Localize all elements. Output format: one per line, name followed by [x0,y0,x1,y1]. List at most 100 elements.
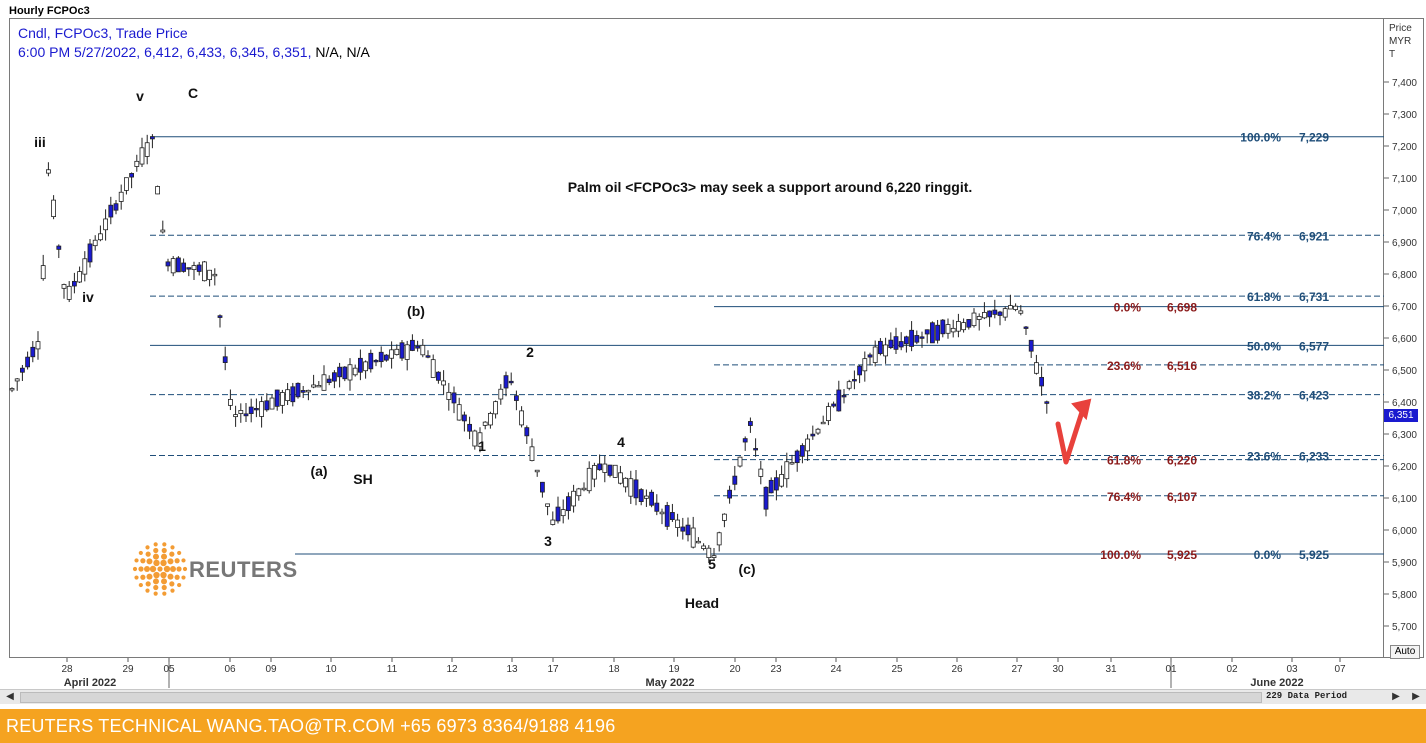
candle-body [690,527,696,548]
candle-body [820,421,826,425]
candle-body [716,532,722,546]
candle-body [253,407,259,411]
scroll-end-icon[interactable]: ▶ [1412,691,1420,702]
logo-dot [149,565,157,573]
candle-body [357,357,363,373]
candle-body [862,358,868,372]
candle-body [441,380,447,386]
fib-value-label: 6,698 [1167,301,1197,315]
wave-label: v [136,88,144,104]
logo-dot [160,559,167,567]
candle-body [118,191,124,202]
candle-body [92,239,98,247]
fib-percent-label: 76.4% [1247,229,1281,243]
candle-body [524,427,530,437]
axis-title-price: Price [1389,23,1412,34]
wave-label: iii [34,134,46,150]
candle-body [149,136,155,140]
x-month-label: June 2022 [1250,677,1303,689]
candle-body [898,341,904,348]
candle-body [711,555,717,558]
candle-body [846,381,852,389]
candle-body [269,397,275,410]
candle-body [976,316,982,320]
ohlc-values: 6:00 PM 5/27/2022, 6,412, 6,433, 6,345, … [18,44,312,60]
window-title: Hourly FCPOc3 [9,5,90,17]
x-tick-label: 09 [265,664,277,675]
candle-body [841,395,847,398]
candle-body [992,309,998,315]
x-tick-label: 13 [506,664,518,675]
x-tick-label: 03 [1286,664,1298,675]
reuters-logo: REUTERS [130,535,297,599]
candle-body [883,344,888,357]
candle-body [279,392,285,406]
y-tick-label: 6,300 [1392,430,1417,441]
candle-body [545,503,550,507]
wave-label: Head [685,595,719,611]
scroll-right-icon[interactable]: ▶ [1392,691,1400,702]
scroll-thumb[interactable] [20,692,1262,703]
fib-value-label: 6,233 [1299,449,1329,463]
candle-body [300,390,306,393]
candle-body [233,414,239,418]
candle-body [581,487,587,491]
logo-dot [170,588,175,593]
scroll-left-icon[interactable]: ◀ [6,691,14,702]
candle-body [14,378,20,382]
candle-body [311,384,317,388]
logo-dot [153,584,159,591]
logo-dot [145,581,151,587]
x-tick-label: 07 [1334,664,1346,675]
candle-body [316,384,322,388]
candle-body [409,339,415,351]
candle-body [664,505,670,527]
candle-body [857,365,862,376]
y-tick-label: 7,100 [1392,174,1417,185]
y-tick-label: 6,500 [1392,366,1417,377]
fib-percent-label: 76.4% [1107,490,1141,504]
x-tick-label: 06 [224,664,236,675]
candle-body [654,502,660,512]
candle-body [982,312,987,319]
candle-body [61,284,67,289]
candle-body [46,169,51,174]
candle-body [680,526,686,532]
logo-dot [161,584,167,591]
candle-body [113,203,119,211]
candle-body [867,354,873,358]
horizontal-scrollbar[interactable]: ◀ 229 Data Period ▶ ▶ [0,689,1426,704]
candle-body [467,423,473,432]
logo-dot [177,550,182,556]
candle-body [706,547,712,559]
candle-body [779,474,784,487]
candle-body [768,479,774,494]
candle-body [836,389,842,412]
chart-title: Palm oil <FCPOc3> may seek a support aro… [568,179,973,195]
candle-body [51,199,56,218]
logo-dot [169,581,175,587]
logo-dot [140,574,146,580]
candle-body [87,243,93,263]
candle-body [805,438,810,452]
logo-dot [174,558,180,564]
wave-label: 5 [708,556,716,572]
candle-body [66,285,72,300]
candle-body [446,391,452,400]
logo-dot [153,542,158,547]
candle-body [971,312,977,327]
candle-body [1028,339,1034,352]
logo-dot [161,553,168,560]
price-axis-panel[interactable] [1384,18,1424,658]
candle-body [212,273,218,277]
candle-body [175,257,181,273]
auto-scale-button[interactable]: Auto [1390,645,1420,659]
wave-label: (b) [407,303,425,319]
candle-body [612,464,618,478]
logo-dot [134,575,139,580]
candle-body [181,262,187,272]
candle-body [129,173,135,178]
x-month-label: April 2022 [64,677,117,689]
candle-body [722,513,727,521]
logo-dot [132,566,138,572]
